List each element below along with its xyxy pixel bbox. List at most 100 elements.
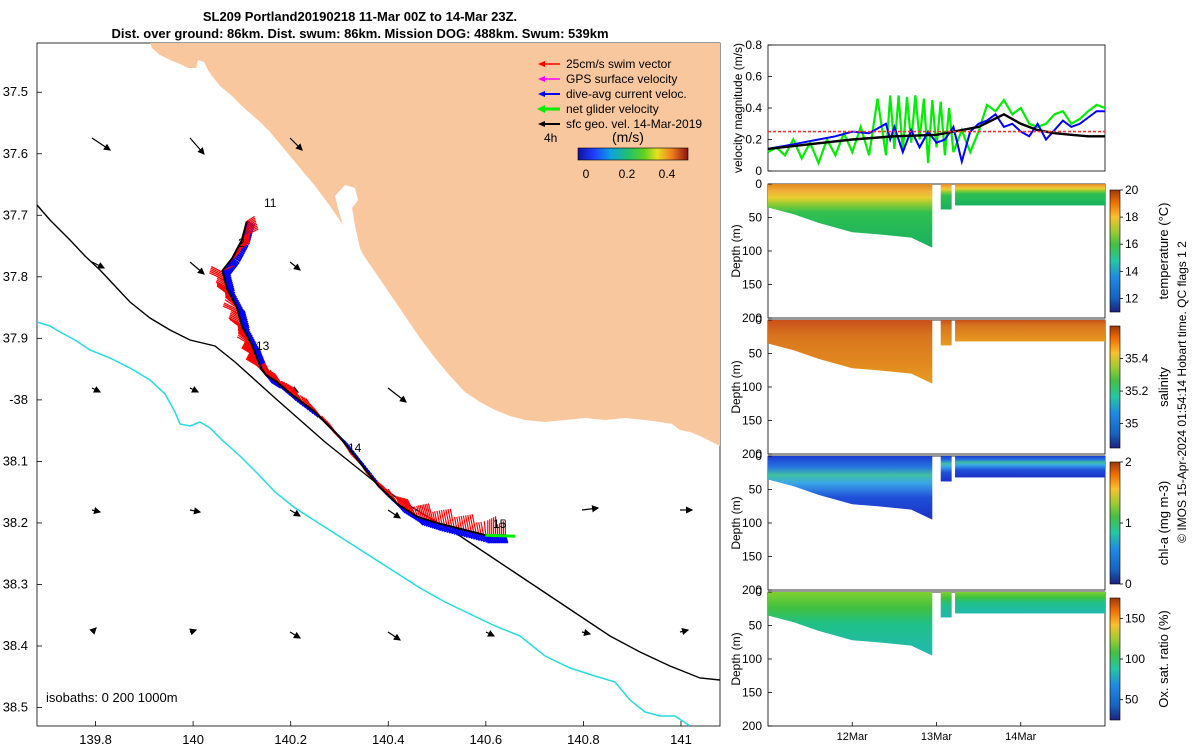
chl-a-data-late [955, 456, 1105, 478]
chl-a-colorbar-tick-label: 1 [1125, 516, 1132, 530]
swim-vector [290, 385, 301, 402]
swim-vector [438, 510, 443, 525]
oxygen-colorbar-label: Ox. sat. ratio (%) [1156, 610, 1171, 708]
map-panel: 139.8 140 140.2 140.4 140.6 140.8 141 37.537.6… [3, 42, 721, 747]
dac-vector [428, 520, 434, 529]
sfc-arrow [289, 261, 301, 271]
sfc-arrow [581, 629, 592, 637]
swim-vector [242, 232, 251, 239]
swim-vector [235, 240, 250, 252]
swim-vector [230, 311, 240, 318]
dac-vector [434, 521, 440, 531]
sfc-arrow [679, 627, 690, 635]
section-chl-a: 0 50 100 150 200 Depth (m) 0 1 2 chl-a (mg m-3) [729, 449, 1171, 597]
salinity-colorbar [1109, 325, 1121, 449]
velocity-series [767, 95, 1106, 167]
dac-vector [465, 529, 471, 539]
oxygen-y-tick-label: 150 [742, 686, 762, 700]
temperature-y-tick-label: 50 [749, 211, 763, 225]
swim-vector [396, 496, 403, 508]
dac-velocity-series [767, 110, 1105, 166]
swim-vector [245, 219, 256, 226]
swim-vector [237, 332, 252, 344]
chl-a-y-tick-label: 50 [749, 483, 763, 497]
dac-vector [240, 323, 250, 329]
map-y-tick-label: 38.2 [3, 515, 28, 530]
title-line-1: SL209 Portland20190218 11-Mar 00Z to 14-… [202, 9, 518, 24]
swim-vector [416, 505, 421, 518]
swim-vector [426, 503, 432, 522]
sfc-arrow [91, 137, 111, 151]
oxygen-x-tick-label: 12Mar [837, 731, 869, 743]
sfc-arrow [91, 507, 102, 515]
temperature-data-early [768, 184, 933, 248]
swim-vector [245, 217, 256, 224]
chl-a-data-early [768, 456, 933, 520]
swim-vector [403, 497, 413, 514]
map-x-tick-label: 139.8 [79, 732, 112, 747]
dac-vector [426, 519, 432, 529]
isobath-label: isobaths: 0 200 1000m [46, 690, 178, 705]
temperature-ylabel: Depth (m) [729, 224, 743, 277]
dac-vector [448, 525, 454, 535]
sfc-arrow [485, 630, 496, 637]
temperature-colorbar-tick-label: 18 [1125, 210, 1139, 224]
dac-vector [222, 269, 231, 275]
dac-vector [460, 528, 466, 538]
map-x-tick-label: 141 [670, 732, 692, 747]
map-y-tick-label: 37.6 [3, 146, 28, 161]
day-label-14: 14 [348, 441, 362, 455]
oxygen-y-tick-label: 0 [755, 585, 762, 599]
dac-vector [230, 258, 239, 267]
swim-vector [229, 317, 244, 329]
swim-vector [223, 302, 238, 310]
map-y-tick-label: -38 [9, 392, 28, 407]
sfc-arrow [189, 137, 205, 155]
net-velocity-series [767, 95, 1106, 167]
swim-vector [210, 267, 224, 275]
dac-vector [458, 528, 464, 537]
dac-vector [475, 532, 481, 542]
map-y-tick-label: 38.5 [3, 700, 28, 715]
chl-a-colorbar [1109, 461, 1121, 585]
legend-interval: 4h [544, 131, 557, 145]
figure-title: SL209 Portland20190218 11-Mar 00Z to 14-… [0, 8, 720, 42]
velocity-y-tick-label: 0.8 [745, 38, 762, 52]
swim-vector [454, 517, 458, 528]
chl-a-colorbar-tick-label: 0 [1125, 577, 1132, 591]
temperature-colorbar-tick-label: 14 [1125, 264, 1139, 278]
velocity-y-ticks: 0 0.2 0.4 0.6 0.8 [745, 38, 772, 178]
swim-vector [449, 508, 455, 528]
swim-vector [460, 515, 465, 530]
swim-vector [247, 355, 260, 364]
swim-vector [432, 511, 436, 523]
oxygen-y-tick-label: 200 [742, 719, 762, 733]
sfc-arrow [189, 261, 205, 275]
velocity-y-tick-label: 0.2 [745, 133, 762, 147]
colorbar-tick-0: 0 [583, 167, 590, 181]
swim-vector [243, 343, 255, 352]
swim-vector [210, 265, 224, 274]
swim-vector [419, 505, 424, 519]
map-y-tick-label: 38.3 [3, 576, 28, 591]
net-velocity-arrow [485, 533, 516, 538]
salinity-y-tick-label: 0 [755, 313, 762, 327]
mean-velocity-series [767, 112, 1105, 151]
salinity-colorbar-label: salinity [1156, 367, 1171, 407]
swim-vector [216, 284, 231, 296]
sfc-arrow [91, 386, 102, 393]
sfc-arrow [289, 137, 303, 151]
temperature-colorbar [1109, 189, 1121, 313]
dac-vector [482, 534, 488, 543]
salinity-data-mid [940, 320, 952, 346]
dac-vector [224, 266, 233, 274]
sfc-arrow [189, 507, 202, 515]
swim-vector [222, 305, 239, 314]
swim-vector [456, 516, 460, 529]
swim-vector [241, 346, 257, 357]
oxygen-colorbar-tick-label: 150 [1125, 611, 1145, 625]
swim-vector [421, 504, 426, 520]
salinity-y-tick-label: 200 [742, 447, 762, 461]
legend-sfc-label: sfc geo. vel. 14-Mar-2019 [566, 117, 702, 131]
title-line-2: Dist. over ground: 86km. Dist. swum: 86k… [111, 26, 609, 41]
